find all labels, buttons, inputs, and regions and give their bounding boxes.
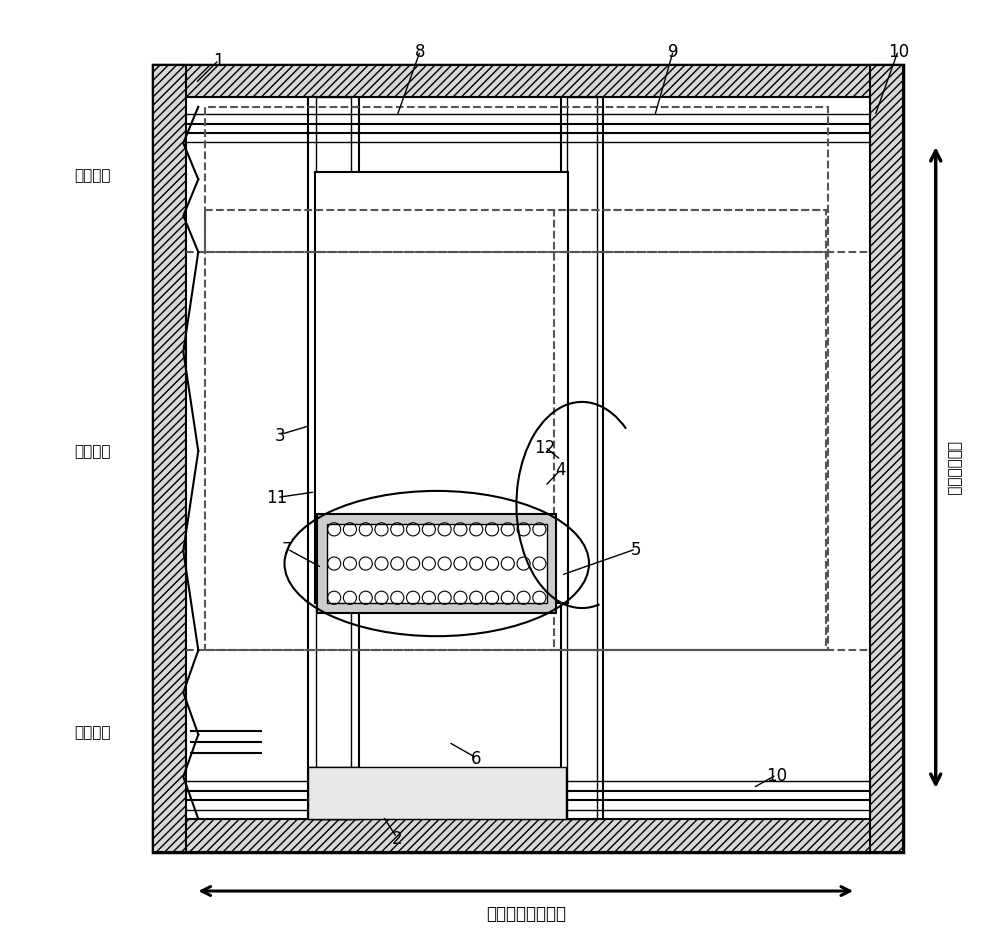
Text: 退避區域: 退避區域 (74, 724, 111, 739)
Bar (153, 66, 903, 98)
Bar (205, 108, 828, 253)
Bar (870, 66, 903, 852)
Bar (308, 768, 359, 819)
Text: 6: 6 (471, 749, 482, 768)
Text: 4: 4 (556, 461, 566, 479)
Bar (153, 819, 903, 852)
Text: 蕲镀区域移动方向: 蕲镀区域移动方向 (486, 903, 566, 922)
Bar (554, 211, 826, 651)
Text: 9: 9 (668, 42, 679, 61)
Bar (186, 98, 870, 819)
Bar (153, 66, 186, 852)
Bar (153, 66, 903, 852)
Text: 2: 2 (392, 828, 402, 847)
Text: 成膜移动方向: 成膜移动方向 (946, 441, 961, 495)
Bar (317, 515, 556, 613)
Text: 11: 11 (266, 489, 288, 507)
Text: 1: 1 (214, 51, 224, 70)
Text: 10: 10 (766, 766, 787, 784)
Bar (205, 211, 828, 651)
Bar (561, 98, 603, 819)
Bar (308, 98, 359, 819)
Bar (315, 173, 568, 604)
Text: 退避區域: 退避區域 (74, 168, 111, 183)
Text: 10: 10 (888, 42, 909, 61)
Bar (327, 524, 547, 604)
Bar (308, 768, 566, 819)
Text: 8: 8 (415, 42, 426, 61)
Text: 蒸鍍區域: 蒸鍍區域 (74, 444, 111, 459)
Bar (567, 98, 597, 819)
Text: 12: 12 (534, 438, 556, 457)
Text: 7: 7 (282, 540, 293, 559)
Text: 5: 5 (631, 540, 641, 559)
Text: 3: 3 (274, 426, 285, 445)
Bar (316, 98, 351, 819)
